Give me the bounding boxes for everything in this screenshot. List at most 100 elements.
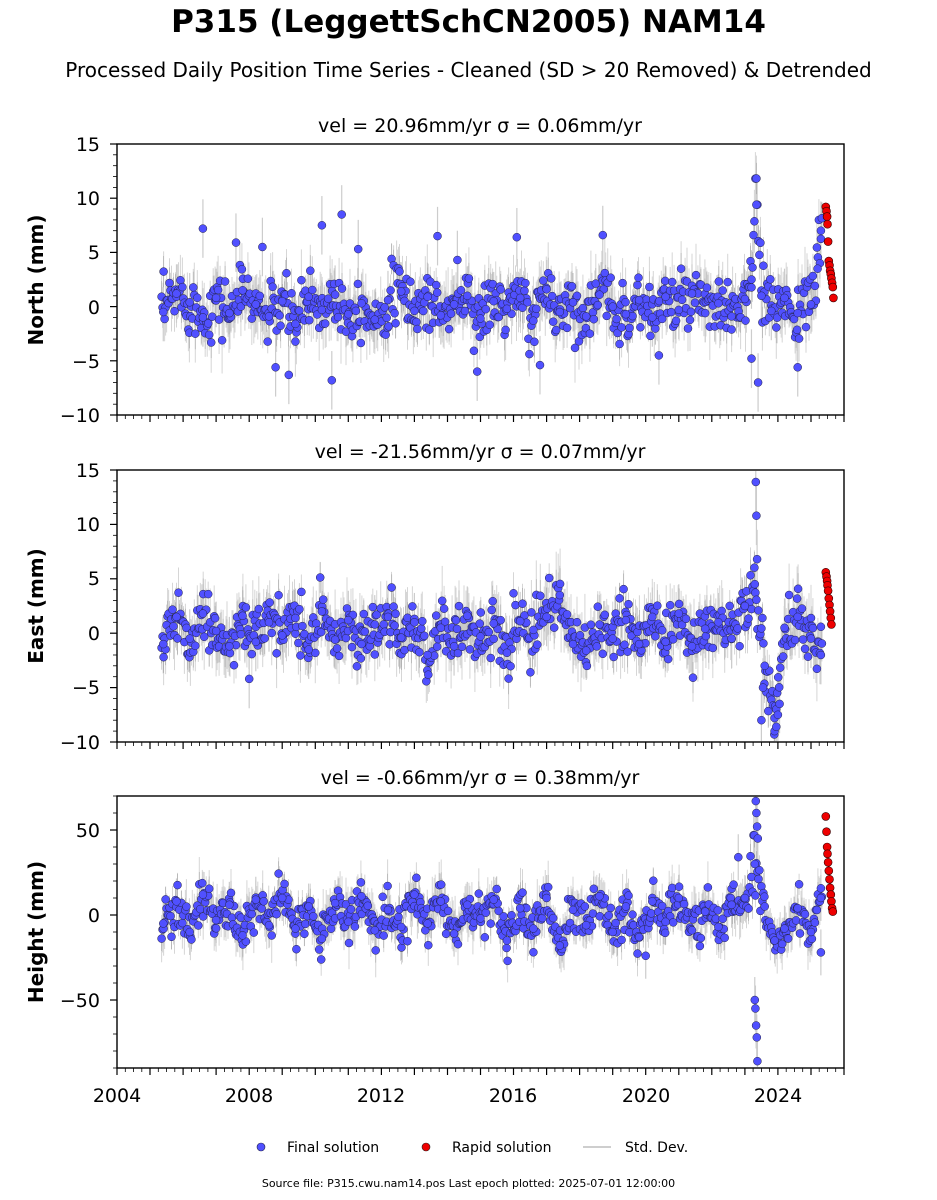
final-solution-point <box>756 238 765 248</box>
final-solution-point <box>800 644 810 654</box>
final-solution-point <box>651 632 660 641</box>
final-solution-point <box>334 651 344 661</box>
final-solution-point <box>191 329 200 338</box>
final-solution-point <box>757 291 766 301</box>
final-solution-point <box>323 294 333 303</box>
final-solution-point <box>296 651 305 660</box>
final-solution-point <box>238 286 247 295</box>
final-solution-point <box>159 267 168 276</box>
height-plot-area <box>110 795 845 1075</box>
final-solution-point <box>733 624 742 633</box>
final-solution-point <box>199 632 209 642</box>
final-solution-point <box>750 579 760 589</box>
final-solution-point <box>758 683 768 692</box>
final-solution-point <box>170 306 179 316</box>
final-solution-point <box>509 589 518 598</box>
final-solution-point <box>294 638 303 648</box>
y-tick-marks <box>110 143 117 416</box>
final-solution-point <box>487 605 496 615</box>
final-solution-point <box>173 880 182 890</box>
final-solution-point <box>432 642 442 651</box>
final-solution-point <box>753 378 763 387</box>
final-solution-point <box>295 604 304 614</box>
final-solution-point <box>714 618 723 627</box>
final-solution-point <box>419 306 428 316</box>
final-solution-point <box>592 642 602 651</box>
final-solution-point <box>198 313 208 322</box>
final-solution-point <box>460 306 470 316</box>
final-solution-point <box>813 264 822 273</box>
final-solution-point <box>806 300 816 309</box>
final-solution-point <box>389 602 398 611</box>
final-solution-point <box>332 644 342 653</box>
final-solution-point <box>636 323 645 332</box>
final-solution-point <box>264 618 274 627</box>
final-solution-point <box>217 336 227 345</box>
final-solution-point <box>555 307 565 317</box>
final-solution-point <box>275 311 284 320</box>
final-solution-point <box>203 589 213 599</box>
final-solution-point <box>444 324 454 334</box>
final-solution-point <box>494 312 503 322</box>
final-solution-point <box>740 601 750 611</box>
final-solution-point <box>298 621 307 631</box>
final-solution-point <box>530 337 539 347</box>
final-solution-point <box>317 305 327 315</box>
final-solution-point <box>535 360 545 370</box>
final-solution-point <box>536 591 545 601</box>
final-solution-point <box>752 554 762 564</box>
final-solution-point <box>453 648 463 658</box>
final-solution-point <box>801 322 811 332</box>
final-solution-point <box>812 664 822 674</box>
final-solution-point <box>439 604 449 613</box>
final-solution-point <box>157 934 166 943</box>
final-solution-point <box>808 623 818 633</box>
north-plot-area <box>110 143 845 422</box>
final-solution-point <box>457 642 467 652</box>
final-solution-point <box>318 595 328 604</box>
final-solution-point <box>654 351 664 360</box>
final-solution-point <box>254 604 264 614</box>
final-solution-point <box>317 607 327 616</box>
final-solution-point <box>485 320 495 330</box>
final-solution-point <box>305 315 314 325</box>
final-solution-point <box>812 243 822 252</box>
final-solution-point <box>520 286 529 296</box>
final-solution-point <box>502 648 512 658</box>
final-solution-point <box>618 278 627 288</box>
final-solution-point <box>521 278 530 288</box>
north-panel-title: vel = 20.96mm/yr σ = 0.06mm/yr <box>318 115 642 137</box>
final-solution-point <box>284 370 294 380</box>
final-solution-point <box>790 635 800 645</box>
final-solution-point <box>757 715 766 725</box>
final-solution-point <box>773 673 783 682</box>
final-solution-point <box>496 285 505 294</box>
final-solution-point <box>368 602 378 612</box>
final-solution-point <box>816 650 826 660</box>
final-solution-point <box>746 571 755 580</box>
final-solution-point <box>214 315 224 324</box>
final-solution-point <box>452 624 462 634</box>
north-ylabel: North (mm) <box>24 214 48 345</box>
final-solution-points <box>157 174 827 387</box>
final-solution-point <box>297 587 306 597</box>
final-solution-point <box>759 261 768 270</box>
east-plot-area <box>110 469 845 749</box>
final-solution-point <box>172 289 181 298</box>
final-solution-point <box>472 367 482 376</box>
final-solution-point <box>417 624 426 633</box>
final-solution-point <box>551 325 561 335</box>
final-solution-point <box>749 230 758 240</box>
final-solution-point <box>744 614 753 623</box>
final-solution-point <box>615 594 624 603</box>
final-solution-point <box>634 295 644 305</box>
final-solution-point <box>291 613 300 623</box>
final-solution-point <box>178 282 187 292</box>
final-solution-point <box>265 598 274 607</box>
final-solution-point <box>674 599 684 609</box>
rapid-solution-point <box>829 293 838 303</box>
final-solution-point <box>391 319 400 328</box>
final-solution-point <box>263 337 272 346</box>
final-solution-point <box>751 588 760 597</box>
final-solution-point <box>203 319 213 328</box>
